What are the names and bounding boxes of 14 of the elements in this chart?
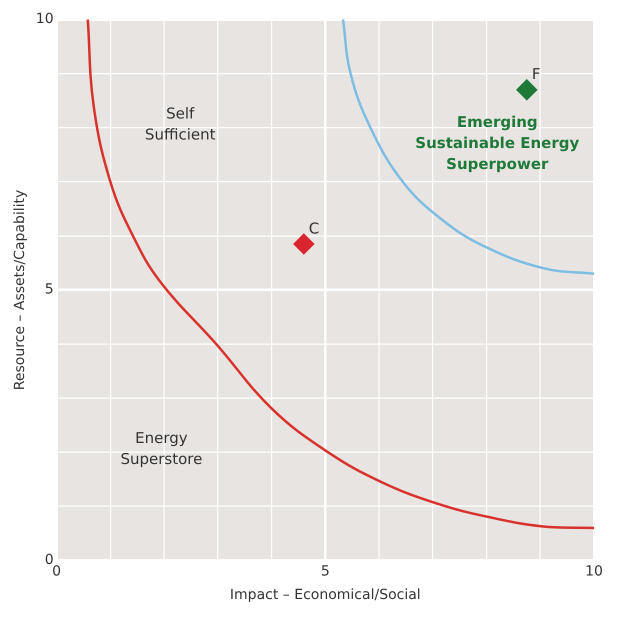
y-tick-label: 0 — [44, 552, 54, 568]
y-axis-title: Resource – Assets/Capability — [12, 190, 28, 390]
line-series — [342, 20, 594, 275]
annotation: Emerging Sustainable Energy Superpower — [415, 112, 580, 173]
x-tick-label: 5 — [320, 563, 330, 580]
line-series — [86, 20, 594, 530]
annotation: Energy Superstore — [120, 428, 202, 468]
annotation: Self Sufficient — [144, 104, 216, 144]
series-label: F — [532, 65, 540, 84]
y-tick-label: 5 — [44, 282, 54, 298]
y-tick-label: 10 — [36, 11, 54, 28]
series-label: C — [308, 219, 320, 238]
x-tick-label: 10 — [585, 563, 603, 580]
x-axis-title: Impact – Economical/Social — [230, 587, 421, 604]
